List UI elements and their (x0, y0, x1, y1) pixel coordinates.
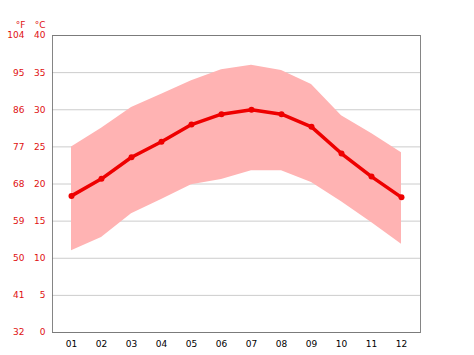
svg-text:0: 0 (40, 327, 46, 337)
svg-text:04: 04 (156, 339, 168, 349)
svg-text:07: 07 (246, 339, 257, 349)
svg-text:°C: °C (35, 20, 46, 30)
svg-text:02: 02 (96, 339, 107, 349)
svg-text:08: 08 (276, 339, 288, 349)
svg-text:95: 95 (13, 68, 24, 78)
svg-text:32: 32 (13, 327, 24, 337)
svg-text:09: 09 (306, 339, 318, 349)
svg-text:104: 104 (7, 30, 24, 40)
svg-text:68: 68 (13, 179, 25, 189)
svg-text:30: 30 (34, 105, 46, 115)
svg-text:77: 77 (13, 142, 24, 152)
svg-text:41: 41 (13, 290, 24, 300)
svg-text:12: 12 (396, 339, 407, 349)
svg-text:50: 50 (13, 253, 25, 263)
svg-text:01: 01 (66, 339, 77, 349)
svg-text:86: 86 (13, 105, 25, 115)
svg-text:10: 10 (336, 339, 348, 349)
svg-text:25: 25 (34, 142, 45, 152)
svg-text:06: 06 (216, 339, 228, 349)
svg-text:05: 05 (186, 339, 197, 349)
svg-text:35: 35 (34, 68, 45, 78)
svg-text:11: 11 (366, 339, 377, 349)
svg-text:15: 15 (34, 216, 45, 226)
svg-text:59: 59 (13, 216, 25, 226)
svg-text:20: 20 (34, 179, 46, 189)
svg-text:40: 40 (34, 30, 46, 40)
svg-text:03: 03 (126, 339, 137, 349)
svg-text:10: 10 (34, 253, 46, 263)
svg-text:°F: °F (16, 20, 26, 30)
svg-text:5: 5 (40, 290, 46, 300)
